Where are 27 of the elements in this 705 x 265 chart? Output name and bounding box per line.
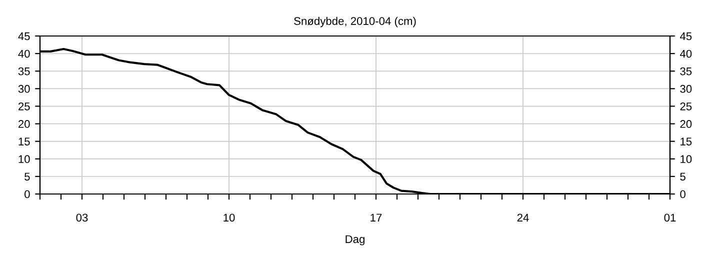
y-tick-label: 20 (18, 120, 30, 128)
y2-tick-label: 15 (680, 138, 692, 146)
y-tick-label: 5 (24, 172, 30, 181)
x-tick-label: 24 (517, 214, 529, 222)
x-axis-title: Dag (346, 235, 364, 246)
y2-tick-label: 30 (680, 84, 692, 93)
y2-tick-label: 10 (680, 155, 692, 164)
chart-title: Snødybde, 2010-04 (cm) (294, 16, 416, 28)
y2-tick-label: 5 (680, 172, 686, 181)
y2-tick-label: 45 (680, 32, 692, 40)
x-tick-label: 03 (76, 214, 88, 222)
y2-tick-label: 25 (680, 102, 692, 110)
y2-tick-label: 35 (680, 67, 692, 76)
y-tick-label: 10 (18, 155, 30, 164)
y-tick-label: 40 (18, 50, 30, 58)
y-tick-label: 0 (24, 190, 30, 198)
y2-tick-label: 20 (680, 120, 692, 128)
y-tick-label: 25 (18, 102, 30, 110)
x-tick-label: 17 (370, 214, 382, 222)
y-tick-label: 35 (18, 67, 30, 76)
y-tick-label: 45 (18, 32, 30, 40)
y-tick-label: 15 (18, 138, 30, 146)
x-tick-label: 01 (664, 214, 676, 222)
y-tick-label: 30 (18, 84, 30, 93)
y2-tick-label: 0 (680, 190, 686, 198)
x-tick-label: 10 (224, 214, 235, 222)
y2-tick-label: 40 (680, 50, 692, 58)
